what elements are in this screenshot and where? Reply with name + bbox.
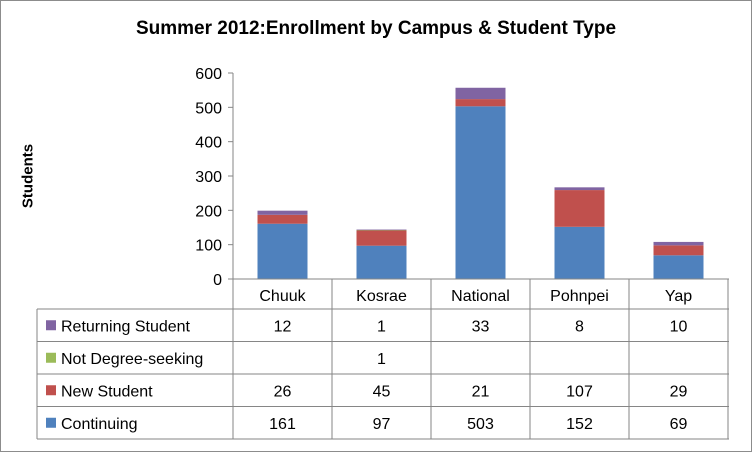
table-cell-value: 21 [472, 383, 490, 400]
bar-chuuk-new-student [257, 214, 308, 224]
table-cell-value: 8 [575, 318, 584, 335]
bar-national-continuing [455, 106, 506, 279]
legend-label: New Student [61, 383, 153, 400]
bar-yap-continuing [653, 255, 704, 279]
category-label: Chuuk [259, 288, 306, 305]
legend-label: Not Degree-seeking [61, 351, 203, 368]
bar-pohnpei-returning-student [554, 187, 605, 191]
y-tick-label: 600 [195, 66, 222, 83]
y-tick-label: 500 [195, 100, 222, 117]
legend-key [46, 385, 56, 396]
bar-yap-returning-student [653, 241, 704, 246]
category-label: National [451, 288, 510, 305]
table-cell-value: 33 [472, 318, 490, 335]
y-tick-label: 100 [195, 238, 222, 255]
table-cell-value: 107 [566, 383, 593, 400]
bars [257, 87, 704, 279]
legend-label: Continuing [61, 416, 138, 433]
table-cell-value: 12 [274, 318, 292, 335]
bar-kosrae-not-degree-seeking [356, 229, 407, 231]
bar-chuuk-returning-student [257, 210, 308, 215]
table-cell-value: 152 [566, 416, 593, 433]
table-cell-value: 1 [377, 351, 386, 368]
table-cell-value: 161 [269, 416, 296, 433]
bar-pohnpei-new-student [554, 190, 605, 227]
bar-yap-new-student [653, 245, 704, 256]
table-cell-value: 503 [467, 416, 494, 433]
table-cell-value: 26 [274, 383, 292, 400]
y-tick-label: 300 [195, 169, 222, 186]
y-tick-label: 0 [213, 272, 222, 289]
table-cell-value: 1 [377, 318, 386, 335]
table-cell-value: 69 [670, 416, 688, 433]
bar-national-returning-student [455, 87, 506, 100]
table-cell-value: 45 [373, 383, 391, 400]
bar-chuuk-continuing [257, 223, 308, 279]
data-table: Chuuk Kosrae National Pohnpei Yap Returning S… [36, 278, 729, 440]
bar-kosrae-new-student [356, 230, 407, 246]
category-label: Yap [665, 288, 692, 305]
legend-key [46, 352, 56, 363]
table-cell-value: 29 [670, 383, 688, 400]
bar-national-new-student [455, 99, 506, 107]
table-cell-value: 97 [373, 416, 391, 433]
y-tick-label: 400 [195, 135, 222, 152]
axes: 0 100 200 300 400 500 600 [195, 66, 234, 289]
category-label: Kosrae [356, 288, 407, 305]
bar-pohnpei-continuing [554, 226, 605, 279]
table-cell-value: 10 [670, 318, 688, 335]
y-tick-label: 200 [195, 203, 222, 220]
bar-kosrae-returning-student [356, 229, 407, 231]
legend-key [46, 320, 56, 331]
chart-title: Summer 2012:Enrollment by Campus & Stude… [135, 18, 617, 39]
category-label: Pohnpei [550, 288, 609, 305]
legend-key [46, 417, 56, 428]
legend-label: Returning Student [61, 318, 191, 335]
bar-kosrae-continuing [356, 245, 407, 279]
